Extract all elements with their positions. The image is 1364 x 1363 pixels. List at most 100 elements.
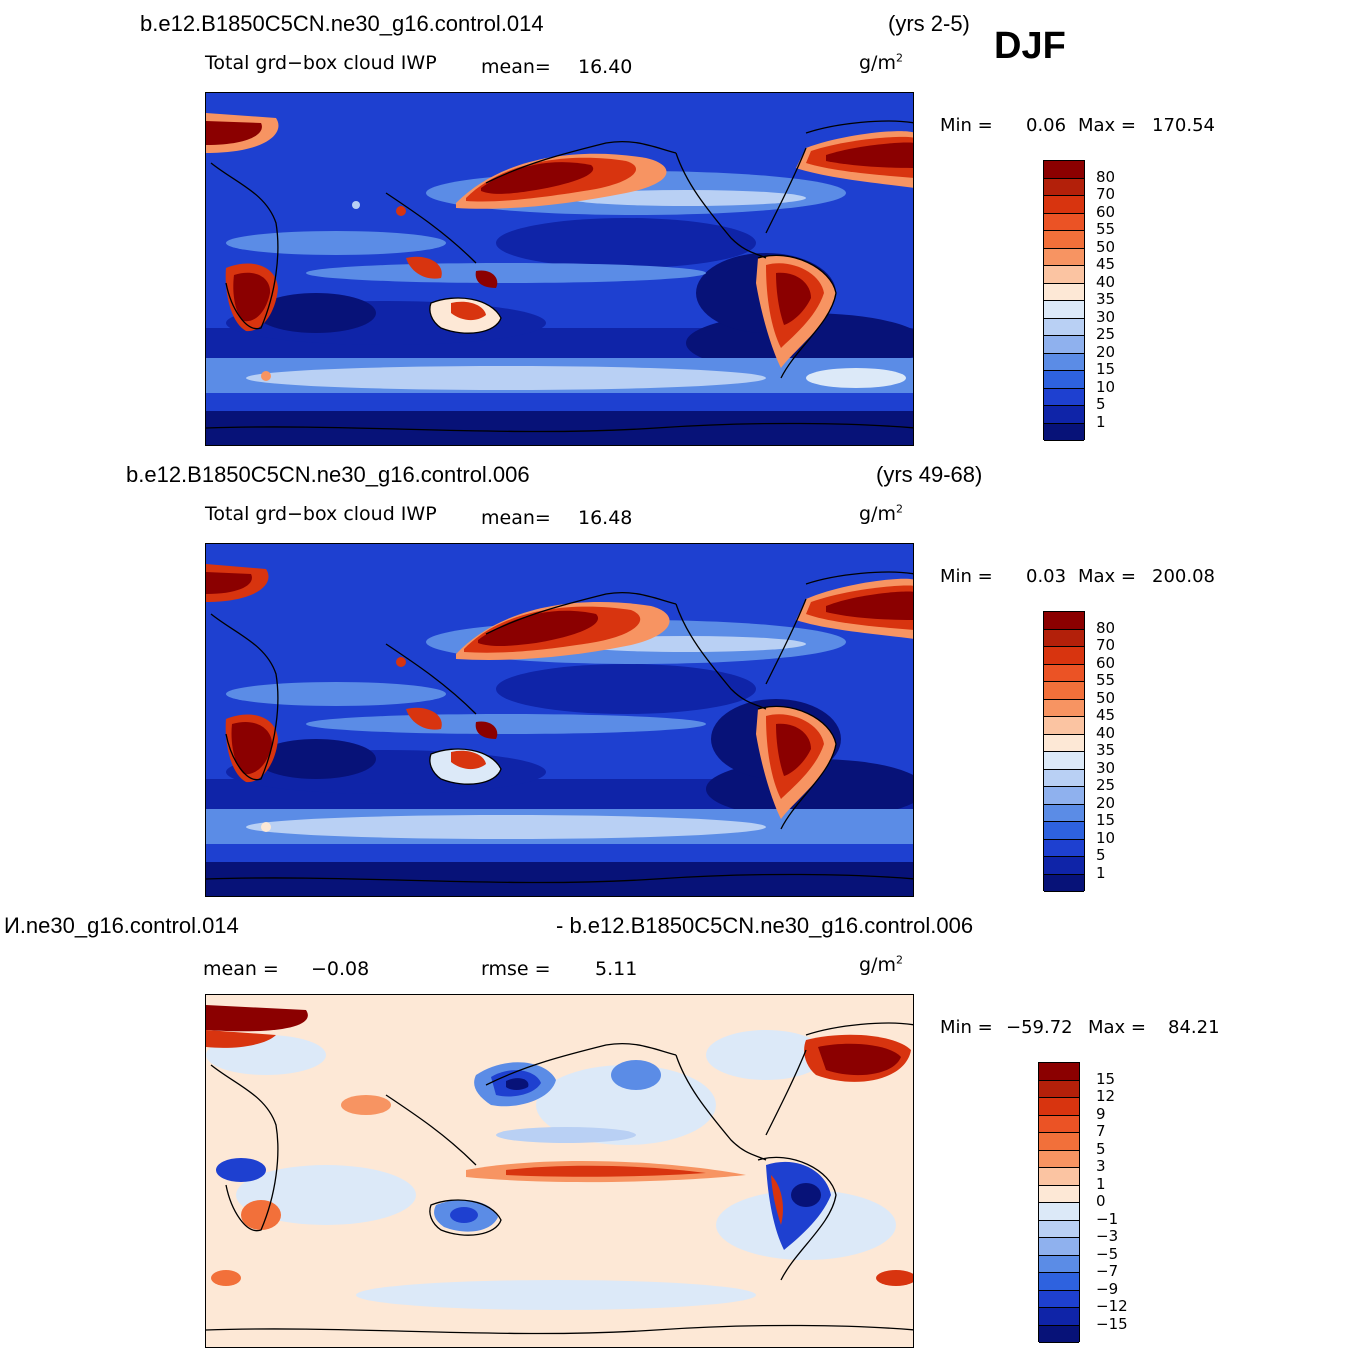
colorbar-box [1044,283,1084,301]
panel1-min-label: Min = [940,115,993,136]
colorbar-box [1039,1273,1079,1291]
colorbar-label: 5 [1096,1139,1106,1158]
colorbar-label: 20 [1096,342,1116,361]
colorbar-box [1039,1150,1079,1168]
colorbar-label: 60 [1096,653,1116,672]
colorbar-box [1044,839,1084,857]
colorbar-label: −12 [1096,1297,1128,1315]
colorbar-label: 1 [1096,1174,1106,1193]
colorbar-label: 25 [1096,776,1116,794]
colorbar-label: 30 [1096,758,1116,777]
colorbar-label: −3 [1096,1227,1119,1245]
colorbar-label: 60 [1096,202,1116,221]
colorbar-box [1044,699,1084,717]
colorbar-box [1039,1238,1079,1256]
panel1-map [205,92,914,446]
colorbar-label: 50 [1096,688,1116,707]
colorbar-label: 7 [1096,1122,1106,1140]
panel1-max-value: 170.54 [1152,115,1215,136]
colorbar-label: 45 [1096,255,1116,273]
panel3-min-label: Min = [940,1017,993,1038]
panel3-rmse-label: rmse = [481,958,551,980]
colorbar-label: 15 [1096,811,1116,829]
panel3-colorbar [1038,1062,1080,1343]
colorbar-box [1039,1080,1079,1098]
panel3-max-label: Max = [1088,1017,1147,1038]
panel2-colorbar [1043,611,1085,892]
colorbar-label: 1 [1096,412,1106,431]
colorbar-box [1039,1308,1079,1326]
colorbar-box [1044,647,1084,665]
colorbar-label: 55 [1096,220,1116,238]
colorbar-label: 5 [1096,846,1106,864]
colorbar-box [1044,857,1084,875]
colorbar-label: −7 [1096,1262,1119,1280]
panel1-variable: Total grd−box cloud IWP [205,52,437,74]
colorbar-box [1044,664,1084,682]
colorbar-box [1044,406,1084,424]
colorbar-box [1044,301,1084,319]
panel1-mean-label: mean= [481,56,551,78]
colorbar-box [1044,717,1084,735]
colorbar-box [1044,769,1084,787]
colorbar-box [1039,1133,1079,1151]
colorbar-box [1044,371,1084,389]
colorbar-label: −1 [1096,1209,1119,1228]
colorbar-box [1044,388,1084,406]
panel2-max-value: 200.08 [1152,566,1215,587]
colorbar-label: 1 [1096,863,1106,882]
colorbar-label: 55 [1096,671,1116,689]
colorbar-label: 20 [1096,793,1116,812]
panel3-map [205,994,914,1348]
colorbar-label: 40 [1096,723,1116,742]
colorbar-label: −15 [1096,1314,1128,1333]
panel2-years: (yrs 49-68) [876,462,983,487]
panel1-colorbar [1043,160,1085,441]
colorbar-label: 5 [1096,395,1106,413]
colorbar-box [1039,1168,1079,1186]
colorbar-box [1039,1185,1079,1203]
colorbar-box [1044,231,1084,249]
colorbar-box [1039,1290,1079,1308]
panel3-case-right: - b.e12.B1850C5CN.ne30_g16.control.006 [556,913,974,938]
colorbar-box [1044,213,1084,231]
panel3-min-value: −59.72 [1006,1017,1073,1038]
colorbar-box [1039,1220,1079,1238]
colorbar-box [1039,1203,1079,1221]
panel1-mean-value: 16.40 [578,56,633,78]
colorbar-box [1044,804,1084,822]
colorbar-label: −5 [1096,1244,1119,1263]
colorbar-label: 40 [1096,272,1116,291]
panel3-rmse-value: 5.11 [595,958,638,980]
colorbar-box [1044,423,1084,441]
colorbar-label: 80 [1096,167,1116,186]
panel2-case-title: b.e12.B1850C5CN.ne30_g16.control.006 [126,462,530,487]
panel2-map [205,543,914,897]
colorbar-box [1044,752,1084,770]
panel2-units: g/m2 [859,502,903,525]
panel3-max-value: 84.21 [1168,1017,1220,1038]
colorbar-label: 0 [1096,1192,1106,1210]
colorbar-label: 3 [1096,1157,1106,1175]
colorbar-box [1044,178,1084,196]
colorbar-box [1039,1255,1079,1273]
colorbar-label: 10 [1096,828,1116,847]
colorbar-label: 15 [1096,1069,1116,1088]
colorbar-box [1044,336,1084,354]
panel3-case-left: И.ne30_g16.control.014 [4,913,239,938]
colorbar-label: 35 [1096,290,1116,308]
panel1-min-value: 0.06 [1026,115,1067,136]
panel3-mean-label: mean = [203,958,279,980]
colorbar-box [1044,353,1084,371]
colorbar-box [1044,318,1084,336]
colorbar-box [1044,874,1084,892]
colorbar-box [1039,1098,1079,1116]
colorbar-box [1044,266,1084,284]
panel2-mean-label: mean= [481,507,551,529]
panel2-variable: Total grd−box cloud IWP [205,503,437,525]
colorbar-label: 35 [1096,741,1116,759]
panel2-mean-value: 16.48 [578,507,633,529]
colorbar-box [1039,1115,1079,1133]
colorbar-box [1044,248,1084,266]
colorbar-box [1044,822,1084,840]
